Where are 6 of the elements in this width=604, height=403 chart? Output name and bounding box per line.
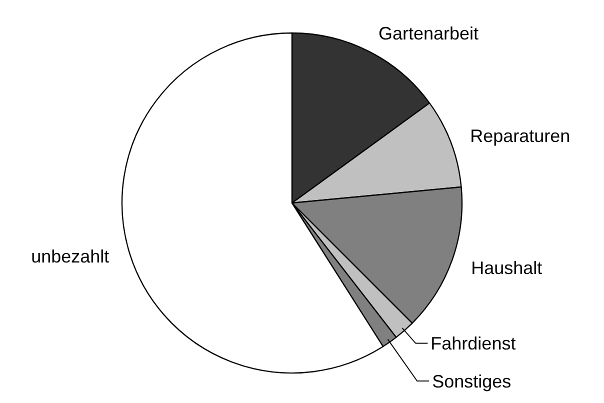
slice-label: Haushalt — [471, 258, 542, 278]
slice-label: Gartenarbeit — [378, 24, 478, 44]
slice-label: Sonstiges — [432, 371, 512, 392]
slice-label: Fahrdienst — [430, 334, 516, 354]
slice-label: unbezahlt — [31, 246, 110, 266]
slice-label: Reparaturen — [470, 126, 570, 146]
